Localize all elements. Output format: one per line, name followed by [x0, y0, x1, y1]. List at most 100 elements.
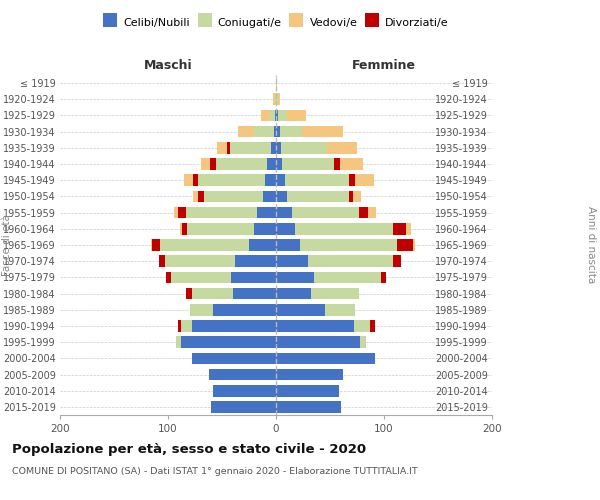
Bar: [276, 78, 277, 89]
Bar: [278, 94, 280, 105]
Bar: [215, 158, 268, 170]
Bar: [175, 207, 178, 218]
Bar: [271, 142, 276, 154]
Bar: [314, 272, 381, 283]
Bar: [368, 207, 376, 218]
Bar: [176, 336, 181, 348]
Bar: [276, 110, 278, 122]
Bar: [180, 223, 182, 234]
Bar: [284, 174, 349, 186]
Bar: [276, 174, 284, 186]
Bar: [203, 190, 263, 202]
Bar: [370, 320, 376, 332]
Bar: [360, 336, 365, 348]
Bar: [160, 239, 249, 251]
Bar: [235, 256, 276, 267]
Bar: [193, 190, 198, 202]
Bar: [187, 207, 257, 218]
Bar: [276, 401, 341, 412]
Bar: [276, 126, 280, 138]
Bar: [198, 174, 265, 186]
Bar: [276, 288, 311, 300]
Bar: [392, 256, 401, 267]
Bar: [192, 320, 276, 332]
Bar: [353, 190, 361, 202]
Bar: [275, 110, 276, 122]
Bar: [397, 239, 413, 251]
Bar: [308, 256, 392, 267]
Bar: [257, 207, 276, 218]
Bar: [276, 142, 281, 154]
Bar: [276, 190, 287, 202]
Bar: [178, 207, 187, 218]
Bar: [274, 126, 276, 138]
Bar: [354, 320, 370, 332]
Bar: [178, 320, 181, 332]
Bar: [261, 110, 269, 122]
Bar: [406, 223, 411, 234]
Bar: [263, 190, 276, 202]
Bar: [254, 223, 276, 234]
Bar: [268, 158, 276, 170]
Bar: [227, 142, 230, 154]
Bar: [249, 239, 276, 251]
Bar: [281, 142, 327, 154]
Bar: [182, 223, 187, 234]
Bar: [171, 272, 230, 283]
Bar: [209, 368, 276, 380]
Bar: [276, 304, 325, 316]
Bar: [181, 320, 192, 332]
Bar: [202, 158, 210, 170]
Bar: [276, 272, 314, 283]
Bar: [187, 223, 254, 234]
Bar: [359, 207, 368, 218]
Bar: [327, 142, 357, 154]
Text: Maschi: Maschi: [143, 59, 193, 72]
Text: Fasce di età: Fasce di età: [2, 214, 12, 276]
Bar: [302, 126, 343, 138]
Bar: [311, 288, 359, 300]
Bar: [287, 190, 349, 202]
Bar: [276, 207, 292, 218]
Text: Femmine: Femmine: [352, 59, 416, 72]
Bar: [233, 288, 276, 300]
Bar: [184, 174, 193, 186]
Bar: [287, 110, 306, 122]
Bar: [276, 239, 300, 251]
Bar: [238, 126, 254, 138]
Bar: [276, 385, 338, 396]
Bar: [413, 239, 415, 251]
Bar: [152, 239, 160, 251]
Bar: [193, 174, 198, 186]
Bar: [230, 142, 271, 154]
Bar: [190, 304, 214, 316]
Bar: [160, 256, 165, 267]
Bar: [192, 288, 233, 300]
Bar: [276, 94, 278, 105]
Bar: [276, 320, 354, 332]
Bar: [295, 223, 392, 234]
Bar: [340, 158, 364, 170]
Bar: [355, 174, 374, 186]
Bar: [211, 401, 276, 412]
Bar: [392, 223, 406, 234]
Bar: [181, 336, 276, 348]
Bar: [187, 288, 192, 300]
Bar: [325, 304, 355, 316]
Bar: [276, 256, 308, 267]
Bar: [265, 174, 276, 186]
Bar: [214, 385, 276, 396]
Bar: [300, 239, 397, 251]
Bar: [192, 352, 276, 364]
Bar: [278, 110, 287, 122]
Bar: [217, 142, 227, 154]
Bar: [276, 158, 283, 170]
Bar: [166, 272, 171, 283]
Bar: [151, 239, 152, 251]
Bar: [280, 126, 302, 138]
Bar: [334, 158, 340, 170]
Bar: [276, 352, 376, 364]
Bar: [254, 126, 274, 138]
Bar: [269, 110, 275, 122]
Bar: [283, 158, 334, 170]
